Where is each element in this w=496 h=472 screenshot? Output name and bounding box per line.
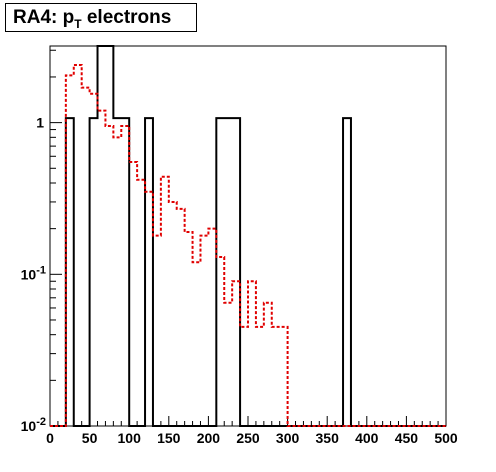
title-rest: electrons	[81, 7, 172, 28]
x-tick-label: 250	[236, 430, 260, 446]
title-subscript: T	[74, 17, 82, 31]
histogram-series-1	[50, 45, 446, 427]
histogram-series-2	[50, 63, 446, 427]
series-layer	[50, 45, 446, 427]
chart-title: RA4: pT electrons	[5, 3, 197, 32]
y-tick-label: 10-1	[21, 264, 46, 282]
y-axis: 10-2 10-1 1	[21, 49, 62, 434]
x-tick-label: 150	[157, 430, 181, 446]
x-tick-label: 300	[276, 430, 300, 446]
plot-frame	[49, 45, 447, 427]
x-tick-label: 450	[395, 430, 419, 446]
x-tick-label: 0	[46, 430, 54, 446]
x-tick-label: 500	[434, 430, 458, 446]
y-tick-label: 10-2	[21, 416, 46, 434]
x-tick-label: 400	[355, 430, 379, 446]
x-tick-label: 350	[316, 430, 340, 446]
x-tick-label: 100	[118, 430, 142, 446]
x-tick-label: 50	[82, 430, 98, 446]
x-axis: 0 50 100 150 200 250 300 350 400 450 500	[46, 416, 458, 446]
y-tick-label: 1	[36, 115, 44, 131]
title-main: RA4: p	[13, 7, 75, 28]
x-tick-label: 200	[197, 430, 221, 446]
